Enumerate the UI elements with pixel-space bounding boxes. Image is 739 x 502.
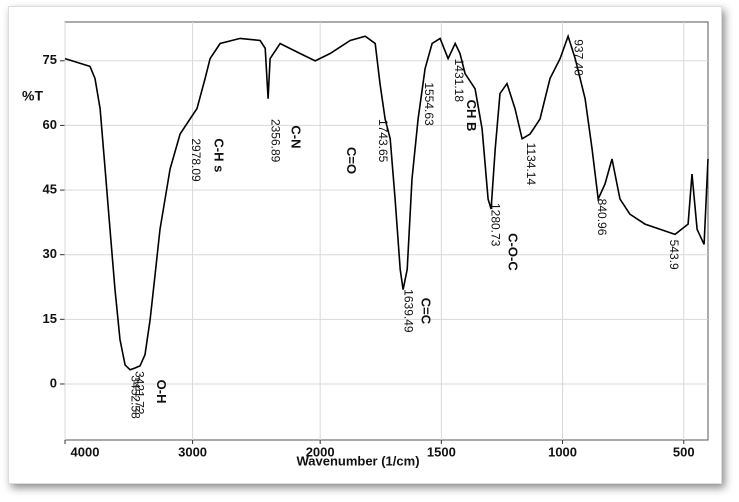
x-axis-label: Wavenumber (1/cm) [296, 453, 419, 468]
peak-label: 1134.14 [524, 143, 538, 186]
x-tick-label: 4000 [71, 444, 100, 459]
group-label: C-H s [212, 138, 227, 172]
group-label: O-H [154, 380, 169, 404]
group-label: C-N [289, 125, 304, 148]
group-label: CH B [464, 100, 479, 132]
peak-label: 1554.63 [422, 82, 436, 126]
group-label: C=C [419, 298, 434, 325]
peak-label: 543.9 [667, 240, 681, 270]
y-tick-label: 45 [43, 181, 57, 196]
y-axis-label: %T [22, 88, 43, 104]
peak-label: 840.96 [595, 199, 609, 236]
x-tick-label: 2000 [306, 444, 335, 459]
peak-label: 1280.73 [488, 203, 502, 247]
peak-label: 2978.09 [189, 138, 203, 182]
plot-area [64, 21, 709, 441]
y-tick-label: 0 [50, 375, 57, 390]
group-label: C-O-C [506, 233, 521, 271]
y-tick-label: 30 [43, 246, 57, 261]
y-tick-label: 15 [43, 311, 57, 326]
peak-label: 3421.72 [133, 371, 147, 415]
spectrum-line [64, 33, 709, 371]
peak-label: 3452.58 [129, 375, 143, 419]
peak-label: 1431.18 [452, 59, 466, 103]
x-tick-label: 500 [673, 444, 695, 459]
x-tick-label: 1000 [548, 444, 577, 459]
peak-label: 2356.89 [268, 119, 282, 163]
peak-label: 1639.49 [401, 289, 415, 333]
peak-label: 937.40 [572, 39, 586, 76]
x-tick-label: 1500 [427, 444, 456, 459]
y-tick-label: 75 [43, 52, 57, 67]
x-tick-label: 3000 [178, 444, 207, 459]
peak-label: 1743.65 [376, 119, 390, 163]
y-tick-label: 60 [43, 117, 57, 132]
group-label: C=O [344, 147, 359, 174]
